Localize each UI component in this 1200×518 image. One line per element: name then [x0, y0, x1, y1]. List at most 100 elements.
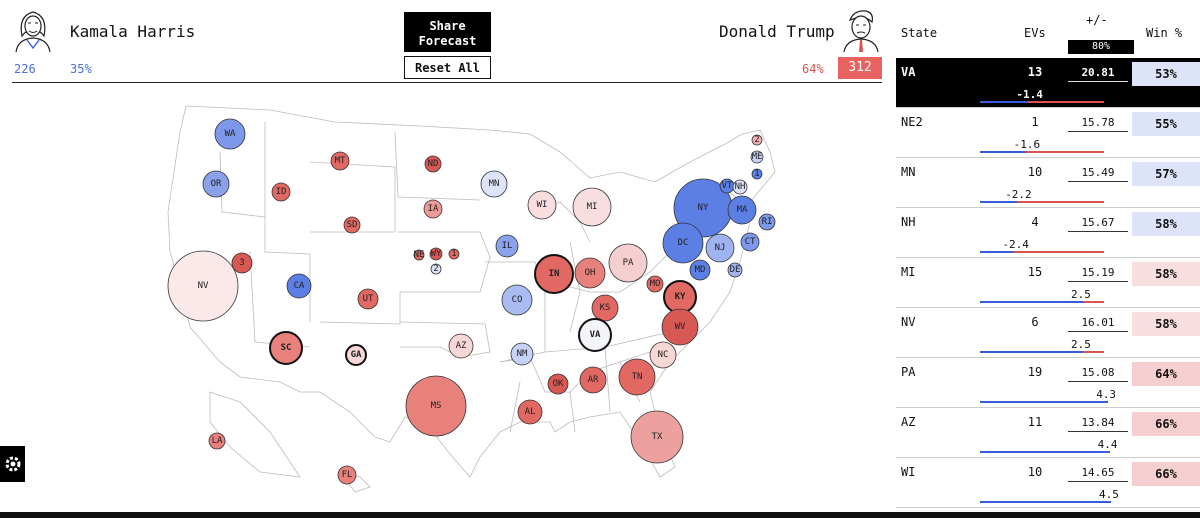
- table-row[interactable]: NV 6 16.01 2.5 58%: [896, 308, 1200, 358]
- state-bubble-nd[interactable]: ND: [424, 155, 442, 173]
- state-bubble-wa[interactable]: WA: [214, 118, 246, 150]
- state-bubble-wi[interactable]: WI: [527, 190, 557, 220]
- state-bubble-az[interactable]: AZ: [448, 333, 474, 359]
- state-bubble-pa[interactable]: PA: [608, 243, 648, 283]
- state-bubble-label: IN: [549, 269, 560, 279]
- state-bubble-sc[interactable]: SC: [269, 331, 303, 365]
- state-bubble-nh[interactable]: NH: [732, 179, 748, 195]
- state-bubble-sd[interactable]: SD: [343, 216, 361, 234]
- state-bubble-ma[interactable]: MA: [727, 195, 757, 225]
- state-bubble-or[interactable]: OR: [202, 170, 230, 198]
- state-bubble-circle: [424, 155, 442, 173]
- state-bubble-nm[interactable]: NM: [510, 342, 534, 366]
- state-bubble-ga[interactable]: GA: [345, 344, 367, 366]
- state-bubble-2[interactable]: 2: [751, 134, 763, 146]
- state-bubble-circle: [423, 199, 443, 219]
- state-bubble-wv[interactable]: WV: [661, 308, 699, 346]
- state-bubble-label: MD: [695, 265, 706, 275]
- state-bubble-label: IL: [502, 241, 513, 251]
- table-row[interactable]: WI 10 14.65 4.5 66%: [896, 458, 1200, 508]
- state-bubble-1[interactable]: 1: [751, 168, 763, 180]
- state-bubble-ri[interactable]: RI: [758, 213, 776, 231]
- state-bubble-mt[interactable]: MT: [330, 151, 350, 171]
- state-bubble-circle: [547, 373, 569, 395]
- table-row[interactable]: NH 4 15.67 -2.4 58%: [896, 208, 1200, 258]
- state-bubble-ky[interactable]: KY: [663, 280, 697, 314]
- row-evs: 4: [1031, 215, 1039, 229]
- state-bubble-label: WI: [537, 200, 548, 210]
- state-bubble-circle: [662, 222, 704, 264]
- state-bubble-la[interactable]: LA: [208, 432, 226, 450]
- state-bubble-nv[interactable]: NV: [167, 250, 239, 322]
- state-bubble-ar[interactable]: AR: [579, 366, 607, 394]
- table-row[interactable]: NE2 1 15.78 -1.6 55%: [896, 108, 1200, 158]
- state-bubble-circle: [578, 318, 612, 352]
- state-bubble-circle: [501, 284, 533, 316]
- table-row[interactable]: AZ 11 13.84 4.4 66%: [896, 408, 1200, 458]
- col-header-win[interactable]: Win %: [1146, 26, 1183, 40]
- state-bubble-md[interactable]: MD: [689, 259, 711, 281]
- state-bubble-wy[interactable]: WY: [429, 247, 443, 261]
- settings-button[interactable]: [0, 446, 25, 482]
- state-bubble-fl[interactable]: FL: [337, 465, 357, 485]
- state-bubble-mi[interactable]: MI: [572, 187, 612, 227]
- state-bubble-ok[interactable]: OK: [547, 373, 569, 395]
- state-bubble-circle: [579, 366, 607, 394]
- state-bubble-circle: [646, 275, 664, 293]
- col-header-state[interactable]: State: [901, 26, 938, 40]
- state-bubble-ms[interactable]: MS: [405, 375, 467, 437]
- state-bubble-nc[interactable]: NC: [649, 341, 677, 369]
- state-bubble-oh[interactable]: OH: [574, 257, 606, 289]
- table-row[interactable]: VA 13 20.81 -1.4 53%: [896, 58, 1200, 108]
- state-bubble-circle: [758, 213, 776, 231]
- state-bubble-id[interactable]: ID: [271, 182, 291, 202]
- state-bubble-de[interactable]: DE: [727, 262, 743, 278]
- state-bubble-nj[interactable]: NJ: [705, 233, 735, 263]
- state-bubble-il[interactable]: IL: [495, 234, 519, 258]
- share-label-line2: Forecast: [418, 34, 477, 48]
- state-bubble-2[interactable]: 2: [430, 263, 442, 275]
- row-margin-line: [1068, 281, 1128, 282]
- row-win-pct: 58%: [1132, 312, 1200, 336]
- state-bubble-1[interactable]: 1: [448, 248, 460, 260]
- state-bubble-mn[interactable]: MN: [480, 170, 508, 198]
- state-bubble-label: NC: [658, 350, 669, 360]
- state-bubble-ut[interactable]: UT: [357, 288, 379, 310]
- state-bubble-tn[interactable]: TN: [618, 358, 656, 396]
- state-bubble-va[interactable]: VA: [578, 318, 612, 352]
- table-row[interactable]: MN 10 15.49 -2.2 57%: [896, 158, 1200, 208]
- us-map: WA OR ID MT ND MN WI MI NY VT NH ME 2 1 MA RI CT NJ DE MD DC…: [167, 105, 776, 493]
- state-bubble-label: ME: [752, 152, 763, 162]
- state-bubble-3[interactable]: 3: [231, 252, 253, 274]
- state-bubble-me[interactable]: ME: [750, 150, 764, 164]
- state-bubble-vt[interactable]: VT: [719, 178, 735, 194]
- table-row[interactable]: PA 19 15.08 4.3 64%: [896, 358, 1200, 408]
- state-table: State EVs +/- 80% Win % VA 13 20.81 -1.4…: [896, 0, 1200, 512]
- state-bubble-label: CT: [745, 237, 756, 247]
- state-bubble-ks[interactable]: KS: [591, 294, 619, 322]
- col-header-margin[interactable]: +/-: [1086, 13, 1108, 27]
- state-bubble-ct[interactable]: CT: [740, 232, 760, 252]
- state-bubble-mo[interactable]: MO: [646, 275, 664, 293]
- state-bubble-label: RI: [762, 217, 773, 227]
- state-bubble-circle: [510, 342, 534, 366]
- state-bubble-ca[interactable]: CA: [286, 273, 312, 299]
- col-header-evs[interactable]: EVs: [1024, 26, 1046, 40]
- state-bubble-label: 3: [239, 258, 244, 268]
- state-bubble-in[interactable]: IN: [534, 254, 574, 294]
- table-row[interactable]: MI 15 15.19 2.5 58%: [896, 258, 1200, 308]
- state-bubble-circle: [608, 243, 648, 283]
- share-forecast-button[interactable]: Share Forecast: [404, 12, 491, 52]
- state-bubble-label: PA: [623, 258, 634, 268]
- state-bubble-co[interactable]: CO: [501, 284, 533, 316]
- state-bubble-tx[interactable]: TX: [630, 410, 684, 464]
- state-bubble-ne[interactable]: NE: [414, 249, 425, 261]
- state-bubble-al[interactable]: AL: [517, 399, 543, 425]
- state-bubble-dc[interactable]: DC: [662, 222, 704, 264]
- state-bubble-ia[interactable]: IA: [423, 199, 443, 219]
- row-bar-rep: [1083, 301, 1104, 303]
- row-shift: 4.4: [1097, 438, 1118, 451]
- reset-all-button[interactable]: Reset All: [404, 56, 491, 79]
- state-bubble-label: KY: [675, 292, 686, 302]
- row-margin: 20.81: [1081, 66, 1115, 79]
